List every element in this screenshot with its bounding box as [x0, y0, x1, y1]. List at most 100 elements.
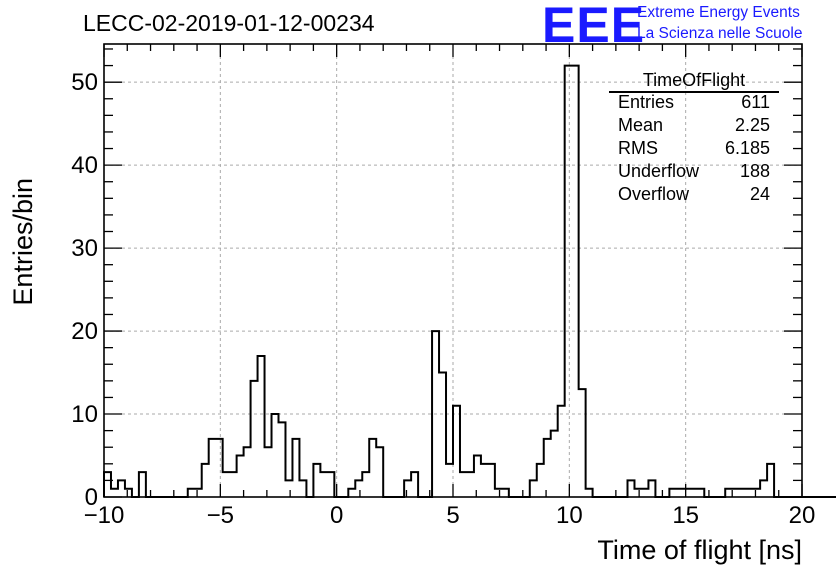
- stats-row-entries: Entries 611: [618, 92, 770, 113]
- histogram-bin: [230, 472, 237, 497]
- stats-row-rms: RMS 6.185: [618, 138, 770, 159]
- eee-logo: EEE: [542, 0, 646, 53]
- histogram-bin: [244, 447, 251, 497]
- x-tick-label: 20: [789, 502, 816, 529]
- histogram-outline: [103, 64, 836, 498]
- stats-value: 611: [741, 92, 770, 112]
- histogram-bin: [544, 439, 551, 497]
- histogram-bin: [285, 480, 292, 497]
- stats-row-overflow: Overflow 24: [618, 184, 770, 205]
- y-tick-labels: 0 10 20 30 40 50: [71, 69, 98, 511]
- histogram-bin: [216, 439, 223, 497]
- histogram-bin: [725, 489, 732, 497]
- histogram-bin: [104, 472, 111, 497]
- histogram-bin: [195, 489, 202, 497]
- histogram-bin: [676, 489, 683, 497]
- x-tick-label: 15: [672, 502, 699, 529]
- histogram-bin: [537, 464, 544, 497]
- y-tick-label: 20: [71, 318, 98, 345]
- histogram-bin: [439, 373, 446, 497]
- histogram-bin: [446, 464, 453, 497]
- histogram-bin: [767, 464, 774, 497]
- stats-label: Underflow: [618, 161, 700, 181]
- histogram-bin: [586, 489, 593, 497]
- logo-subtitle-2: La Scienza nelle Scuole: [637, 25, 803, 42]
- stats-row-underflow: Underflow 188: [618, 161, 770, 182]
- histogram-bin: [188, 489, 195, 497]
- histogram-bin: [467, 472, 474, 497]
- histogram-bin: [313, 464, 320, 497]
- histogram-bin: [502, 489, 509, 497]
- x-tick-label: 5: [446, 502, 459, 529]
- histogram-bin: [265, 447, 272, 497]
- histogram-bin: [202, 464, 209, 497]
- histogram-bin: [453, 406, 460, 497]
- histogram-bin: [690, 489, 697, 497]
- histogram-bin: [460, 472, 467, 497]
- histogram-bin: [404, 480, 411, 497]
- plot-title: LECC-02-2019-01-12-00234: [83, 10, 375, 36]
- stats-value: 188: [739, 161, 770, 181]
- axis-ticks: [103, 44, 803, 498]
- histogram-bin: [530, 480, 537, 497]
- histogram-bin: [697, 489, 704, 497]
- y-tick-label: 0: [85, 484, 98, 511]
- histogram-bin: [481, 464, 488, 497]
- stats-label: Mean: [618, 115, 664, 135]
- histogram-bin: [292, 439, 299, 497]
- histogram-bin: [272, 414, 279, 497]
- x-tick-labels: −10 −5 0 5 10 15 20: [84, 502, 816, 529]
- histogram-bin: [125, 489, 132, 497]
- histogram-bin: [474, 456, 481, 497]
- histogram-bin: [362, 472, 369, 497]
- histogram-bin: [327, 472, 334, 497]
- histogram-bin: [320, 472, 327, 497]
- histogram-bin: [488, 464, 495, 497]
- logo-subtitle-1: Extreme Energy Events: [637, 4, 800, 21]
- histogram-bin: [565, 66, 572, 497]
- histogram-bin: [579, 389, 586, 497]
- histogram-bin: [760, 480, 767, 497]
- y-tick-label: 40: [71, 152, 98, 179]
- stats-label: Overflow: [618, 184, 690, 204]
- stats-value: 2.25: [734, 115, 770, 135]
- histogram-bin: [355, 480, 362, 497]
- stats-label: RMS: [618, 138, 658, 158]
- histogram-bin: [634, 489, 641, 497]
- histogram-bin: [139, 472, 146, 497]
- stats-box-title: TimeOfFlight: [642, 70, 746, 90]
- stats-value: 6.185: [724, 138, 770, 158]
- histogram-bin: [251, 381, 258, 497]
- y-axis-label: Entries/bin: [8, 178, 38, 306]
- x-tick-label: −5: [207, 502, 234, 529]
- x-tick-label: 10: [556, 502, 583, 529]
- histogram-bin: [669, 489, 676, 497]
- histogram-bin: [746, 489, 753, 497]
- histogram-bin: [683, 489, 690, 497]
- histogram-bin: [558, 406, 565, 497]
- histogram-bin: [376, 447, 383, 497]
- y-tick-label: 10: [71, 401, 98, 428]
- stats-row-mean: Mean 2.25: [618, 115, 770, 136]
- x-axis-label: Time of flight [ns]: [597, 535, 802, 565]
- histogram-bin: [641, 489, 648, 497]
- x-tick-label: 0: [330, 502, 343, 529]
- x-tick-label: −10: [84, 502, 125, 529]
- histogram-bin: [223, 472, 230, 497]
- histogram-bin: [648, 480, 655, 497]
- histogram-bin: [572, 66, 579, 497]
- histogram-bin: [111, 489, 118, 497]
- histogram-bin: [279, 422, 286, 497]
- histogram-bin: [258, 356, 265, 497]
- histogram-bin: [739, 489, 746, 497]
- histogram-bin: [551, 431, 558, 497]
- histogram-bin: [411, 472, 418, 497]
- histogram-bin: [209, 439, 216, 497]
- y-tick-label: 50: [71, 69, 98, 96]
- histogram-bin: [628, 480, 635, 497]
- histogram-bin: [237, 456, 244, 497]
- stats-value: 24: [749, 184, 770, 204]
- histogram-bin: [348, 489, 355, 497]
- histogram-bin: [753, 489, 760, 497]
